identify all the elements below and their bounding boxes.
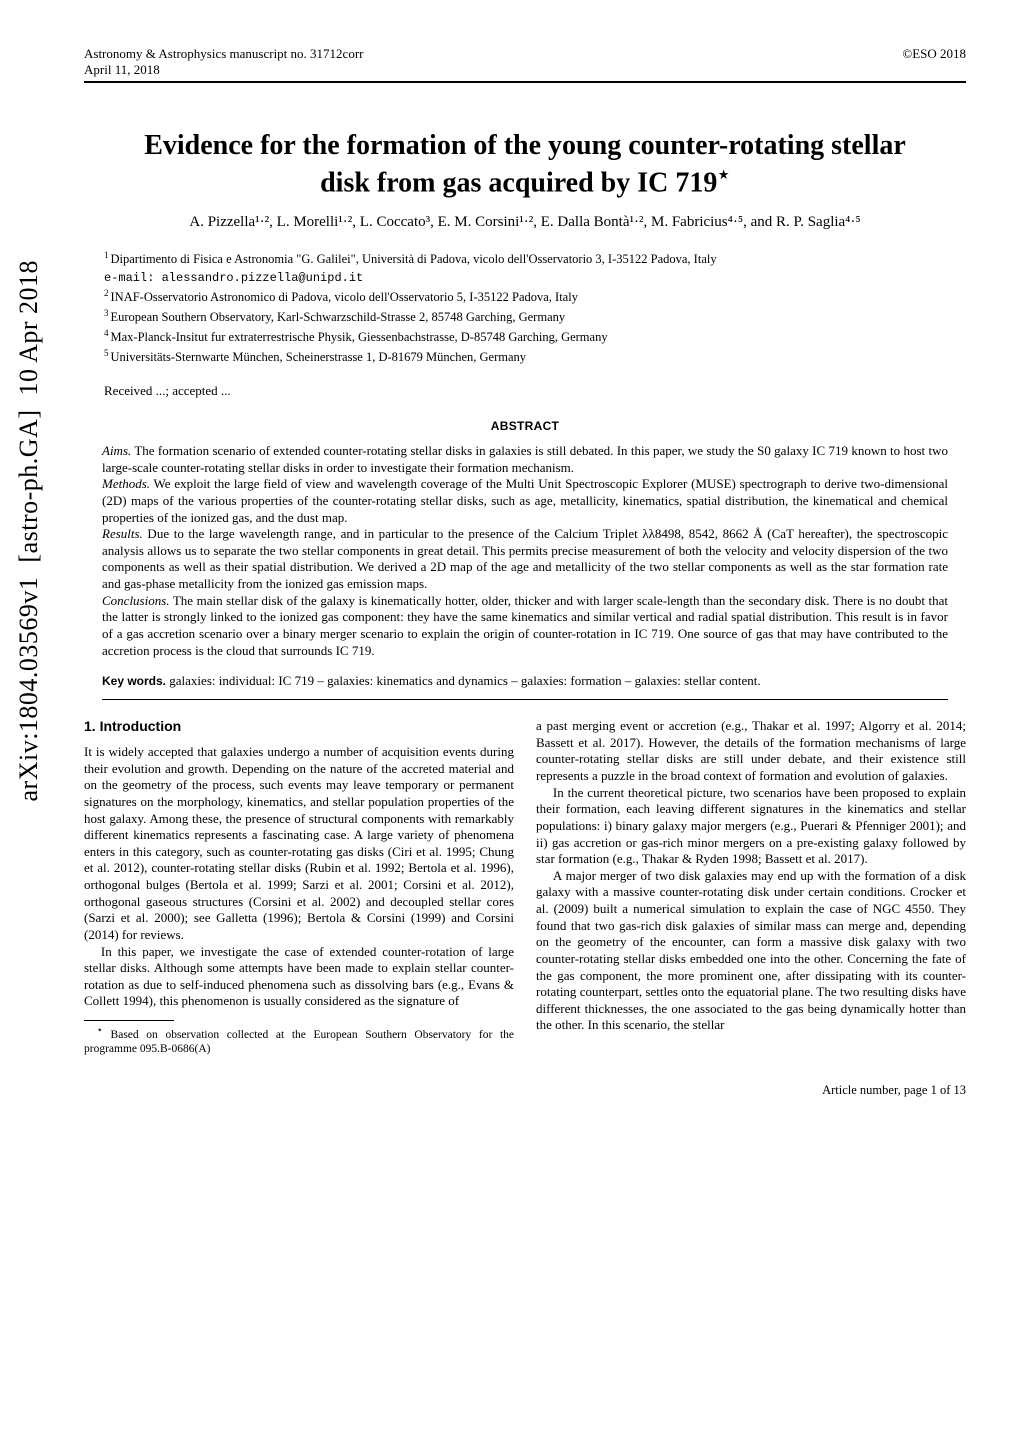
manuscript-header: Astronomy & Astrophysics manuscript no. …: [84, 46, 966, 83]
right-column: a past merging event or accretion (e.g.,…: [536, 718, 966, 1056]
conclusions-text: The main stellar disk of the galaxy is k…: [102, 593, 948, 658]
footnote: ⋆ Based on observation collected at the …: [84, 1025, 514, 1057]
affiliation-1: 1Dipartimento di Fisica e Astronomia "G.…: [104, 249, 966, 288]
body-columns: 1. Introduction It is widely accepted th…: [84, 718, 966, 1056]
separator-rule: [102, 699, 948, 700]
manuscript-date: April 11, 2018: [84, 62, 363, 78]
left-column: 1. Introduction It is widely accepted th…: [84, 718, 514, 1056]
affiliation-5: 5Universitäts-Sternwarte München, Schein…: [104, 347, 966, 367]
intro-p1: It is widely accepted that galaxies unde…: [84, 744, 514, 944]
paper-title: Evidence for the formation of the young …: [95, 129, 955, 200]
section-1-heading: 1. Introduction: [84, 718, 514, 736]
affiliation-4: 4Max-Planck-Insitut fur extraterrestrisc…: [104, 327, 966, 347]
methods-label: Methods.: [102, 476, 150, 491]
methods-text: We exploit the large field of view and w…: [102, 476, 948, 524]
author-email: e-mail: alessandro.pizzella@unipd.it: [104, 271, 363, 285]
keywords-text: galaxies: individual: IC 719 – galaxies:…: [166, 673, 761, 688]
header-left: Astronomy & Astrophysics manuscript no. …: [84, 46, 363, 78]
abstract-heading: ABSTRACT: [84, 419, 966, 433]
conclusions-label: Conclusions.: [102, 593, 170, 608]
keywords-label: Key words.: [102, 674, 166, 688]
abstract-body: Aims. The formation scenario of extended…: [102, 443, 948, 659]
results-label: Results.: [102, 526, 143, 541]
arxiv-id: arXiv:1804.03569v1: [14, 577, 43, 802]
title-line1: Evidence for the formation of the young …: [144, 130, 906, 161]
footnote-text: Based on observation collected at the Eu…: [84, 1029, 514, 1055]
arxiv-sidebar: arXiv:1804.03569v1 [astro-ph.GA] 10 Apr …: [14, 260, 44, 802]
paper-page: Astronomy & Astrophysics manuscript no. …: [0, 0, 1020, 1138]
keywords: Key words. galaxies: individual: IC 719 …: [102, 673, 948, 689]
received-accepted: Received ...; accepted ...: [104, 383, 966, 399]
title-footnote-star: ⋆: [717, 164, 730, 186]
title-line2: disk from gas acquired by IC 719: [320, 167, 717, 198]
results-text: Due to the large wavelength range, and i…: [102, 526, 948, 591]
affiliation-2: 2INAF-Osservatorio Astronomico di Padova…: [104, 287, 966, 307]
footnote-rule: [84, 1020, 174, 1021]
aims-text: The formation scenario of extended count…: [102, 443, 948, 475]
arxiv-date: 10 Apr 2018: [14, 260, 43, 396]
author-list: A. Pizzella¹·², L. Morelli¹·², L. Coccat…: [84, 214, 966, 231]
arxiv-category: [astro-ph.GA]: [14, 410, 43, 563]
page-number: Article number, page 1 of 13: [84, 1083, 966, 1098]
intro-p3: a past merging event or accretion (e.g.,…: [536, 718, 966, 785]
affiliation-3: 3European Southern Observatory, Karl-Sch…: [104, 307, 966, 327]
intro-p5: A major merger of two disk galaxies may …: [536, 868, 966, 1034]
affiliations: 1Dipartimento di Fisica e Astronomia "G.…: [104, 249, 966, 368]
intro-p2: In this paper, we investigate the case o…: [84, 944, 514, 1011]
manuscript-line: Astronomy & Astrophysics manuscript no. …: [84, 46, 363, 62]
header-right: ©ESO 2018: [902, 46, 966, 78]
intro-p4: In the current theoretical picture, two …: [536, 785, 966, 868]
aims-label: Aims.: [102, 443, 131, 458]
